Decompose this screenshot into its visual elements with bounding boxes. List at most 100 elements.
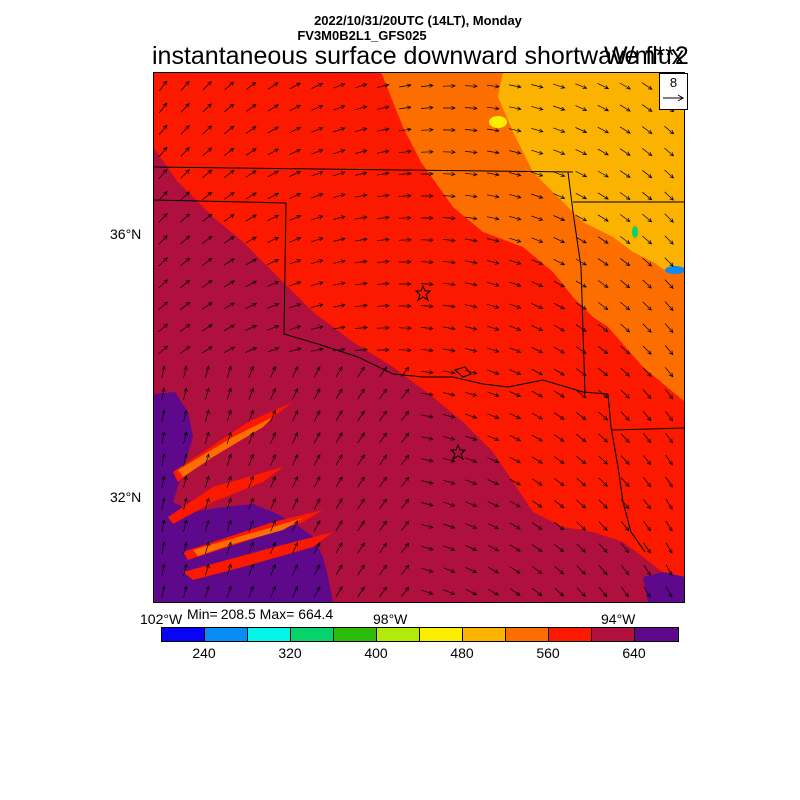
wind-vector-arrow <box>420 326 434 331</box>
colorbar-swatch <box>592 628 635 641</box>
wind-vector-arrow <box>311 149 324 155</box>
wind-vector-arrow <box>311 193 324 199</box>
wind-vector-arrow <box>248 453 254 466</box>
wind-vector-arrow <box>158 323 169 333</box>
wind-vector-arrow <box>401 564 410 575</box>
wind-vector-arrow <box>376 303 390 308</box>
wind-vector-arrow <box>664 257 674 267</box>
wind-vector-arrow <box>487 194 500 199</box>
wind-vector-arrow <box>620 323 631 333</box>
wind-vector-arrow <box>354 325 368 330</box>
wind-vector-arrow <box>465 588 478 596</box>
wind-vector-arrow <box>553 171 566 177</box>
wind-vector-arrow <box>226 497 232 510</box>
wind-vector-arrow <box>619 82 631 90</box>
orange-streak <box>178 417 273 477</box>
wind-vector-arrow <box>420 304 434 309</box>
wind-vector-arrow <box>245 192 257 200</box>
wind-vector-arrow <box>376 347 390 353</box>
min-max-readout: Min= 208.5 Max= 664.4 <box>187 606 333 622</box>
wind-vector-arrow <box>226 475 232 488</box>
wind-vector-arrow <box>443 370 456 375</box>
wind-vector-arrow <box>643 586 651 598</box>
wind-vector-arrow <box>487 369 500 375</box>
wind-vector-arrow <box>598 477 608 487</box>
wind-vector-arrow <box>354 347 368 352</box>
oklahoma-panhandle-south-border <box>153 199 287 204</box>
wind-vector-arrow <box>399 105 412 110</box>
field-units: W/m**2 <box>604 42 689 70</box>
wind-vector-arrow <box>554 565 565 575</box>
wind-vector-arrow <box>509 237 522 243</box>
wind-vector-arrow <box>311 281 324 286</box>
wind-vector-arrow <box>357 476 365 488</box>
city-marker-star <box>449 443 467 461</box>
wind-vector-arrow <box>487 282 500 287</box>
wind-vector-arrow <box>597 148 609 156</box>
wind-vector-arrow <box>248 585 254 598</box>
wind-vector-arrow <box>311 83 324 89</box>
wind-vector-arrow <box>420 127 434 132</box>
wind-vector-arrow <box>509 325 522 331</box>
wind-vector-arrow <box>399 281 412 287</box>
wind-vector-arrow <box>179 323 191 332</box>
wind-vector-arrow <box>292 541 298 554</box>
wind-vector-arrow <box>313 409 321 422</box>
wind-vector-arrow <box>665 586 673 599</box>
wind-vector-arrow <box>270 453 276 466</box>
wind-vector-arrow <box>554 521 565 531</box>
wind-vector-arrow <box>598 499 608 509</box>
vector-reference-box: 8 <box>659 73 688 110</box>
wind-vector-arrow <box>642 301 652 311</box>
wind-vector-arrow <box>421 414 434 419</box>
wind-vector-arrow <box>620 411 630 421</box>
wind-vector-arrow <box>398 303 412 309</box>
wind-vector-arrow <box>531 149 544 155</box>
wind-vector-arrow <box>201 280 213 288</box>
wind-vector-arrow <box>183 387 188 400</box>
wind-vector-arrow <box>487 347 500 353</box>
wind-vector-arrow <box>289 104 302 112</box>
wind-vector-arrow <box>289 193 302 199</box>
wind-vector-arrow <box>531 325 544 331</box>
wind-vector-arrow <box>642 279 653 289</box>
wind-vector-arrow <box>531 522 543 530</box>
wind-vector-arrow <box>398 171 412 176</box>
wind-vector-arrow <box>204 387 210 400</box>
wind-vector-arrow <box>509 434 522 442</box>
wind-vector-arrow <box>335 586 343 598</box>
wind-vector-arrow <box>245 126 257 134</box>
wind-vector-arrow <box>443 105 456 111</box>
wind-vector-arrow <box>598 587 608 598</box>
wind-vector-arrow <box>335 476 343 488</box>
wind-vector-arrow <box>183 365 188 378</box>
wind-vector-arrow <box>401 410 410 421</box>
wind-vector-arrow <box>643 564 651 576</box>
wind-vector-arrow <box>202 213 213 222</box>
wind-vector-arrow <box>267 192 280 200</box>
wind-vector-arrow <box>379 520 387 532</box>
red-river-border <box>283 202 609 395</box>
wind-vector-arrow <box>161 431 166 444</box>
wind-vector-arrow <box>289 149 302 155</box>
wind-vector-arrow <box>398 259 412 265</box>
wind-vector-arrow <box>180 301 191 310</box>
wind-vector-arrow <box>576 455 587 465</box>
wind-vector-arrow <box>161 365 166 378</box>
wind-vector-arrow <box>292 387 298 400</box>
wind-vector-arrow <box>313 387 321 400</box>
wind-vector-arrow <box>443 545 456 551</box>
wind-vector-arrow <box>158 124 168 135</box>
wind-vector-arrow <box>226 585 232 598</box>
wind-vector-arrow <box>311 215 324 221</box>
colorbar-swatch <box>291 628 334 641</box>
wind-vector-arrow <box>398 237 412 243</box>
wind-vector-arrow <box>289 325 302 331</box>
wind-vector-arrow <box>665 410 674 422</box>
wind-vector-arrow <box>575 214 588 222</box>
wind-vector-arrow <box>313 453 321 466</box>
wind-vector-arrow <box>531 84 544 89</box>
colorbar-swatch <box>549 628 592 641</box>
wind-vector-arrow <box>183 409 188 422</box>
wind-vector-arrow <box>620 499 630 510</box>
